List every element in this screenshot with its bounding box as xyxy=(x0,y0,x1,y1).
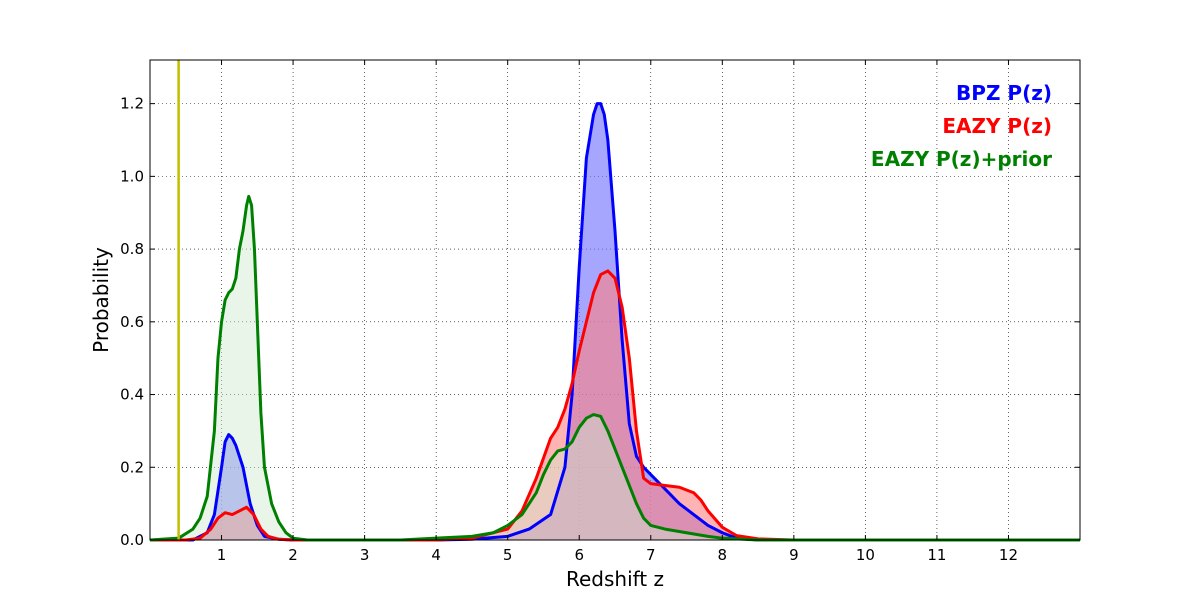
legend: BPZ P(z) EAZY P(z) EAZY P(z)+prior xyxy=(871,81,1052,171)
series-fill-1 xyxy=(150,270,1080,540)
x-tick-label: 3 xyxy=(360,546,370,564)
y-tick-label: 0.6 xyxy=(120,313,144,331)
x-tick-label: 5 xyxy=(503,546,513,564)
legend-entry-0: BPZ P(z) xyxy=(956,81,1052,105)
x-tick-label: 1 xyxy=(217,546,227,564)
y-tick-label: 0.0 xyxy=(120,531,144,549)
axis-ticks: 1 2 3 4 5 6 7 8 9 10 11 120.00.20.40.60.81.01.2 xyxy=(120,60,1080,564)
x-tick-label: 2 xyxy=(288,546,298,564)
y-tick-label: 0.2 xyxy=(120,458,144,476)
x-tick-label: 11 xyxy=(927,546,946,564)
plot-frame xyxy=(149,59,1081,541)
series-fills xyxy=(150,103,1080,541)
legend-entry-2: EAZY P(z)+prior xyxy=(871,147,1052,171)
y-tick-label: 1.2 xyxy=(120,95,144,113)
x-tick-label: 12 xyxy=(999,546,1018,564)
series-fill-2 xyxy=(150,196,1080,541)
x-tick-label: 10 xyxy=(856,546,875,564)
x-tick-label: 4 xyxy=(431,546,441,564)
y-axis-label: Probability xyxy=(89,247,113,353)
series-line-1 xyxy=(150,269,1080,542)
x-tick-label: 7 xyxy=(646,546,656,564)
y-tick-label: 1.0 xyxy=(120,167,144,185)
x-tick-label: 6 xyxy=(574,546,584,564)
y-tick-label: 0.8 xyxy=(120,240,144,258)
x-axis-label: Redshift z xyxy=(566,567,664,591)
x-tick-label: 8 xyxy=(718,546,728,564)
x-tick-label: 9 xyxy=(789,546,799,564)
series-line-0 xyxy=(150,102,1080,542)
y-tick-label: 0.4 xyxy=(120,386,144,404)
legend-entry-1: EAZY P(z) xyxy=(942,114,1052,138)
